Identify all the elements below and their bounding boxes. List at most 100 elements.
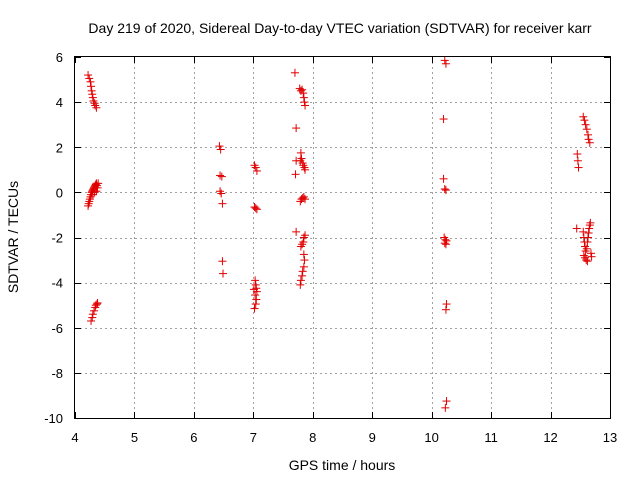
- data-point: [299, 250, 308, 259]
- data-point: [442, 397, 451, 406]
- data-points: [84, 56, 596, 412]
- data-point: [440, 184, 449, 193]
- data-point: [87, 86, 96, 95]
- data-point: [299, 238, 308, 247]
- y-axis-label: SDTVAR / TECUs: [5, 181, 21, 293]
- data-point: [574, 163, 583, 172]
- data-point: [440, 56, 449, 65]
- data-point: [584, 135, 593, 144]
- data-point: [300, 98, 309, 107]
- data-point: [251, 204, 260, 213]
- data-point: [215, 142, 224, 151]
- data-point: [581, 120, 590, 129]
- data-point: [93, 183, 102, 192]
- data-point: [252, 166, 261, 175]
- data-point: [251, 276, 260, 285]
- grid: [75, 57, 610, 418]
- data-point: [251, 291, 260, 300]
- data-point: [572, 224, 581, 233]
- data-point: [299, 93, 308, 102]
- data-point: [85, 74, 94, 83]
- data-point: [584, 130, 593, 139]
- data-point: [441, 59, 450, 68]
- data-point: [296, 156, 305, 165]
- x-tick-label: 4: [71, 430, 78, 445]
- x-tick-label: 9: [369, 430, 376, 445]
- x-tick-label: 5: [131, 430, 138, 445]
- data-point: [291, 170, 300, 179]
- data-point: [583, 238, 592, 247]
- data-point: [441, 240, 450, 249]
- data-point: [298, 271, 307, 280]
- data-point: [252, 287, 261, 296]
- data-point: [301, 101, 310, 110]
- data-point: [217, 172, 226, 181]
- x-tick-label: 7: [250, 430, 257, 445]
- data-point: [84, 71, 93, 80]
- data-point: [93, 298, 102, 307]
- data-point: [439, 174, 448, 183]
- data-point: [301, 195, 310, 204]
- data-point: [216, 171, 225, 180]
- data-point: [587, 252, 596, 261]
- x-tick-label: 8: [309, 430, 316, 445]
- data-point: [92, 103, 101, 112]
- y-tick-label: 2: [56, 140, 63, 155]
- data-point: [299, 89, 308, 98]
- x-axis-label: GPS time / hours: [289, 457, 396, 473]
- data-point: [440, 239, 449, 248]
- y-tick-label: -2: [51, 231, 63, 246]
- y-tick-label: 0: [56, 185, 63, 200]
- data-point: [582, 244, 591, 253]
- data-point: [441, 235, 450, 244]
- data-point: [292, 124, 301, 133]
- data-point: [579, 112, 588, 121]
- chart-title: Day 219 of 2020, Sidereal Day-to-day VTE…: [88, 20, 591, 36]
- data-point: [441, 186, 450, 195]
- data-point: [298, 85, 307, 94]
- data-point: [88, 93, 97, 102]
- y-tick-label: -8: [51, 366, 63, 381]
- data-point: [579, 227, 588, 236]
- y-tick-label: 6: [56, 50, 63, 65]
- data-point: [251, 280, 260, 289]
- x-tick-label: 11: [484, 430, 498, 445]
- data-point: [251, 163, 260, 172]
- data-point: [573, 150, 582, 159]
- data-point: [582, 125, 591, 134]
- data-point: [439, 115, 448, 124]
- data-point: [218, 257, 227, 266]
- data-point: [90, 188, 99, 197]
- x-tick-label: 13: [603, 430, 617, 445]
- data-point: [251, 300, 260, 309]
- data-point: [296, 148, 305, 157]
- data-point: [582, 256, 591, 265]
- data-point: [584, 233, 593, 242]
- data-point: [90, 306, 99, 315]
- data-point: [441, 403, 450, 412]
- data-point: [250, 304, 259, 313]
- data-point: [92, 300, 101, 309]
- data-point: [87, 316, 96, 325]
- data-point: [301, 231, 310, 240]
- data-point: [585, 224, 594, 233]
- data-point: [585, 138, 594, 147]
- data-point: [252, 295, 261, 304]
- data-point: [586, 218, 595, 227]
- axis-ticks: [75, 57, 611, 419]
- data-point: [299, 262, 308, 271]
- x-tick-label: 12: [543, 430, 557, 445]
- data-point: [88, 310, 97, 319]
- tick-labels: 4 5 6 7 8 9 10 11 12 13 -10 -8 -6 -4 -2 0 2 4 6: [44, 50, 617, 445]
- data-point: [88, 90, 97, 99]
- data-point: [586, 249, 595, 258]
- data-point: [252, 205, 261, 214]
- data-point: [573, 156, 582, 165]
- data-point: [218, 199, 227, 208]
- data-point: [94, 179, 103, 188]
- data-point: [292, 227, 301, 236]
- y-tick-label: 4: [56, 95, 63, 110]
- y-tick-label: -10: [44, 411, 63, 426]
